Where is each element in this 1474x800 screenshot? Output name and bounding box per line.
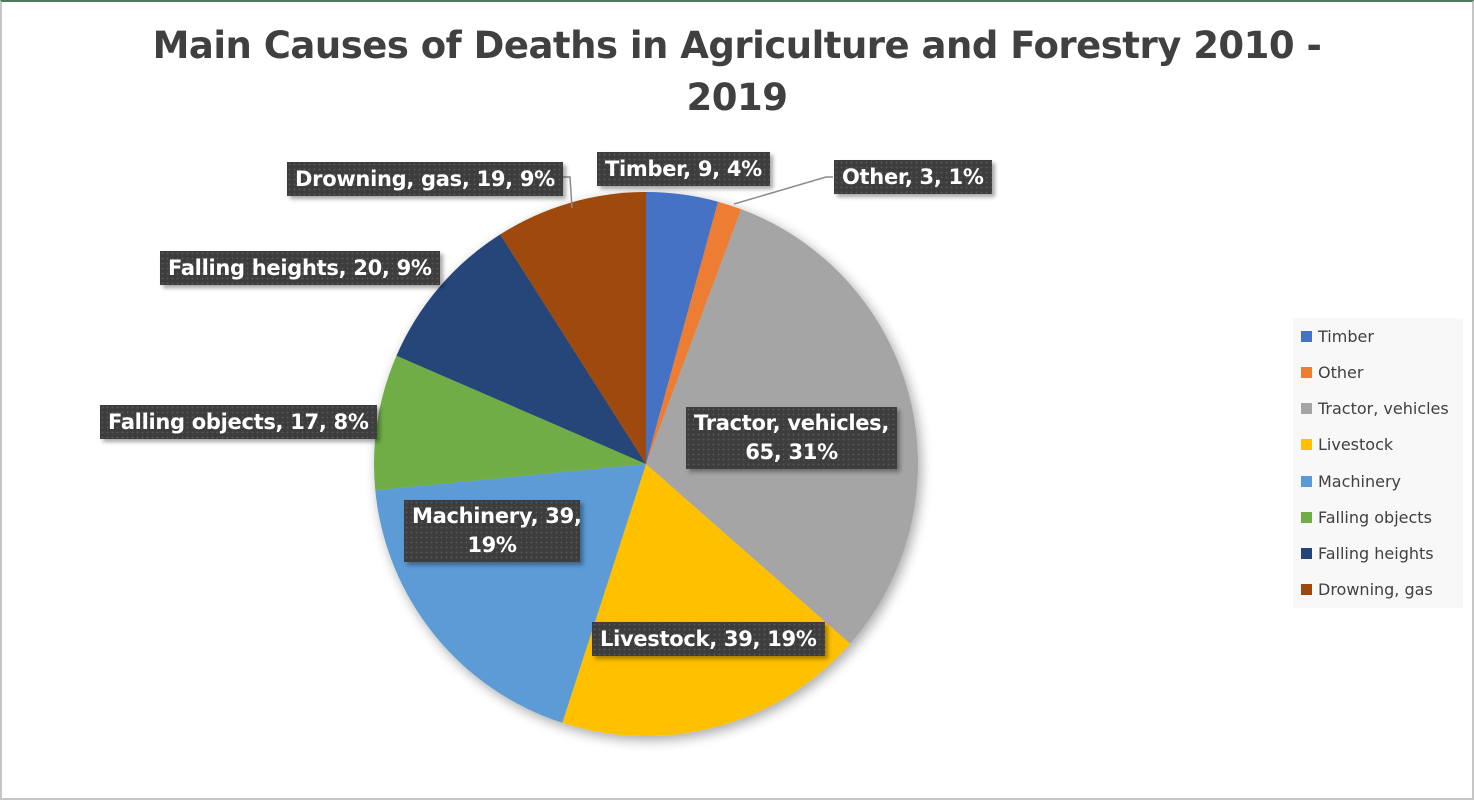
- data-label-timber: Timber, 9, 4%: [597, 152, 770, 186]
- legend-swatch-icon: [1301, 547, 1312, 559]
- data-label-falling-heights-text: Falling heights, 20, 9%: [168, 256, 432, 280]
- leader-line-other: [733, 176, 833, 205]
- data-label-falling-objects-text: Falling objects, 17, 8%: [108, 410, 369, 434]
- data-label-drowning-text: Drowning, gas, 19, 9%: [295, 167, 555, 191]
- legend-label: Machinery: [1318, 471, 1402, 491]
- data-label-other-text: Other, 3, 1%: [842, 165, 984, 189]
- pie-slice-drowning-gas: [500, 192, 646, 464]
- legend-label: Tractor, vehicles: [1318, 398, 1449, 418]
- pie-slice-other: [646, 201, 742, 464]
- legend-label: Falling objects: [1318, 507, 1432, 527]
- chart-title-line-2: 2019: [686, 76, 788, 119]
- data-label-machinery: Machinery, 39, 19%: [404, 500, 582, 562]
- legend-label: Timber: [1318, 326, 1374, 346]
- chart-title-line-1: Main Causes of Deaths in Agriculture and…: [152, 24, 1322, 67]
- legend-label: Livestock: [1318, 434, 1394, 454]
- legend-item-other: Other: [1301, 360, 1363, 384]
- legend-swatch-icon: [1301, 438, 1312, 450]
- data-label-drowning-gas: Drowning, gas, 19, 9%: [287, 162, 563, 196]
- data-label-livestock: Livestock, 39, 19%: [592, 622, 825, 656]
- chart-title: Main Causes of Deaths in Agriculture and…: [0, 20, 1474, 124]
- data-label-falling-objects: Falling objects, 17, 8%: [100, 405, 377, 439]
- legend-item-falling-objects: Falling objects: [1301, 505, 1432, 529]
- data-label-machinery-line-1: Machinery, 39,: [412, 504, 582, 528]
- legend-item-drowning-gas: Drowning, gas: [1301, 577, 1433, 601]
- legend-swatch-icon: [1301, 583, 1312, 595]
- legend-item-livestock: Livestock: [1301, 432, 1393, 456]
- pie-slice-falling-heights: [396, 234, 646, 464]
- pie-slice-timber: [646, 192, 719, 464]
- legend-item-machinery: Machinery: [1301, 469, 1401, 493]
- legend-swatch-icon: [1301, 330, 1312, 342]
- chart-legend: Timber Other Tractor, vehicles Livestock…: [1293, 318, 1463, 608]
- pie-slice-falling-objects: [373, 355, 646, 491]
- legend-swatch-icon: [1301, 366, 1312, 378]
- leader-line-drowning: [562, 176, 573, 209]
- data-label-falling-heights: Falling heights, 20, 9%: [160, 251, 440, 285]
- data-label-tractor-line-2: 65, 31%: [745, 440, 838, 464]
- legend-label: Drowning, gas: [1318, 579, 1433, 599]
- data-label-tractor-vehicles: Tractor, vehicles, 65, 31%: [686, 407, 898, 469]
- legend-swatch-icon: [1301, 511, 1312, 523]
- data-label-livestock-text: Livestock, 39, 19%: [600, 627, 817, 651]
- legend-label: Falling heights: [1318, 543, 1434, 563]
- legend-label: Other: [1318, 362, 1364, 382]
- legend-item-falling-heights: Falling heights: [1301, 541, 1434, 565]
- data-label-timber-text: Timber, 9, 4%: [605, 157, 762, 181]
- data-label-other: Other, 3, 1%: [834, 160, 992, 194]
- legend-swatch-icon: [1301, 402, 1312, 414]
- pie-slice-livestock: [562, 464, 851, 736]
- legend-item-tractor-vehicles: Tractor, vehicles: [1301, 396, 1449, 420]
- legend-swatch-icon: [1301, 475, 1312, 487]
- data-label-machinery-line-2: 19%: [467, 533, 517, 557]
- legend-item-timber: Timber: [1301, 324, 1374, 348]
- data-label-tractor-line-1: Tractor, vehicles,: [694, 411, 890, 435]
